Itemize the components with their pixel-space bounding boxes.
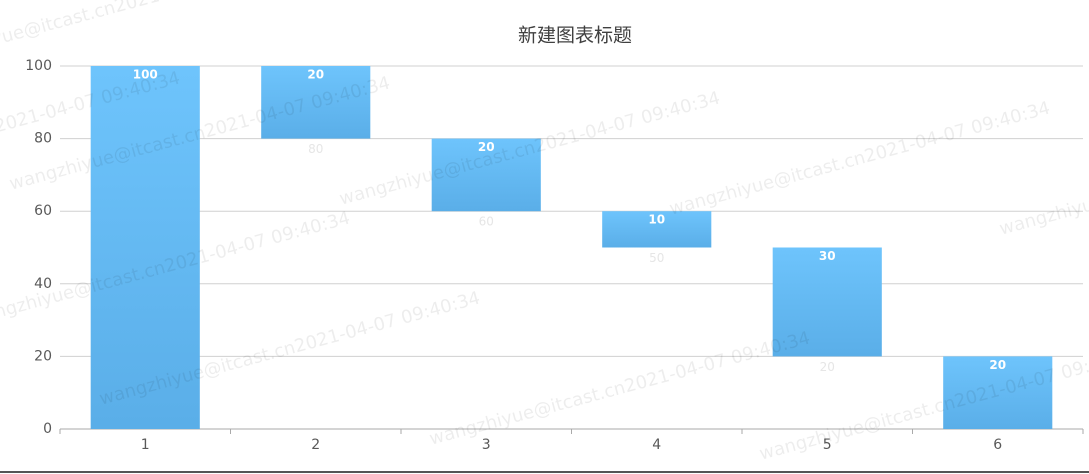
data-label: 100 (133, 68, 158, 82)
data-label: 20 (478, 140, 495, 154)
y-tick-label: 20 (34, 348, 52, 364)
base-label: 20 (820, 360, 835, 374)
base-label: 50 (649, 251, 664, 265)
x-tick-label: 3 (482, 437, 491, 453)
base-bar (432, 211, 541, 429)
data-label: 30 (819, 249, 836, 263)
x-tick-label: 1 (141, 437, 150, 453)
data-label: 10 (648, 213, 665, 227)
y-tick-label: 80 (34, 131, 52, 147)
bar (431, 138, 541, 212)
bar (261, 66, 371, 139)
base-bar (261, 139, 370, 429)
bar (943, 356, 1053, 429)
bar (772, 247, 882, 357)
base-bar (602, 248, 711, 430)
chart-title: 新建图表标题 (518, 25, 632, 47)
x-tick-label: 4 (652, 437, 661, 453)
x-tick-label: 5 (823, 437, 832, 453)
data-label: 20 (307, 68, 324, 82)
y-tick-label: 40 (34, 276, 52, 292)
data-label: 20 (989, 358, 1006, 372)
y-tick-label: 100 (25, 58, 52, 74)
y-tick-label: 60 (34, 203, 52, 219)
y-tick-label: 0 (43, 421, 52, 437)
bar (602, 211, 712, 248)
x-tick-label: 6 (993, 437, 1002, 453)
base-label: 80 (308, 142, 323, 156)
bar (90, 66, 200, 429)
x-tick-label: 2 (311, 437, 320, 453)
base-label: 60 (479, 215, 494, 229)
